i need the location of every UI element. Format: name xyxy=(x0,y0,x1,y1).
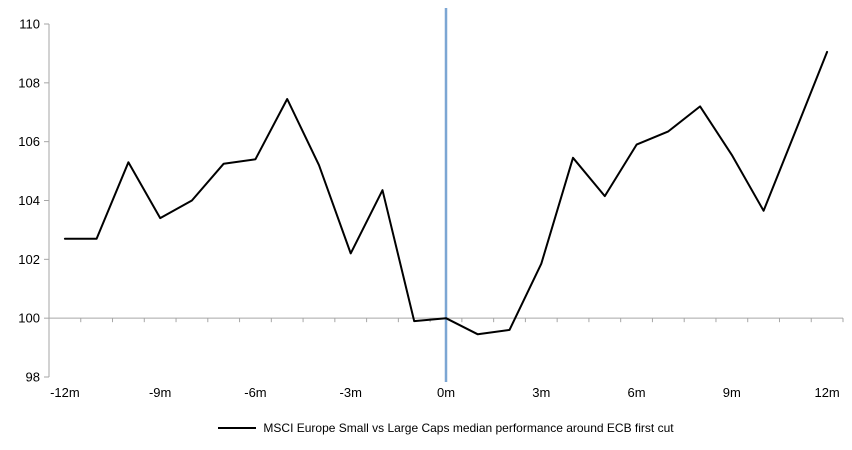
x-tick-label: 0m xyxy=(437,385,455,400)
x-tick-label: 3m xyxy=(532,385,550,400)
legend-label: MSCI Europe Small vs Large Caps median p… xyxy=(263,421,674,435)
y-tick-label: 104 xyxy=(18,193,40,208)
x-tick-label: -12m xyxy=(50,385,80,400)
series-line-msci-small-vs-large xyxy=(63,50,829,336)
x-tick-label: 6m xyxy=(628,385,646,400)
x-tick-label: 12m xyxy=(814,385,839,400)
legend: MSCI Europe Small vs Large Caps median p… xyxy=(49,419,843,437)
x-tick-label: -9m xyxy=(149,385,171,400)
y-tick-label: 100 xyxy=(18,311,40,326)
y-tick-label: 106 xyxy=(18,134,40,149)
y-tick-label: 102 xyxy=(18,252,40,267)
x-tick-label: -6m xyxy=(244,385,266,400)
legend-series-line-marker xyxy=(218,427,257,429)
x-tick-label: 9m xyxy=(723,385,741,400)
y-tick-label: 98 xyxy=(26,370,40,385)
y-tick-label: 108 xyxy=(18,75,40,90)
x-tick-label: -3m xyxy=(340,385,362,400)
y-tick-label: 110 xyxy=(19,17,40,32)
